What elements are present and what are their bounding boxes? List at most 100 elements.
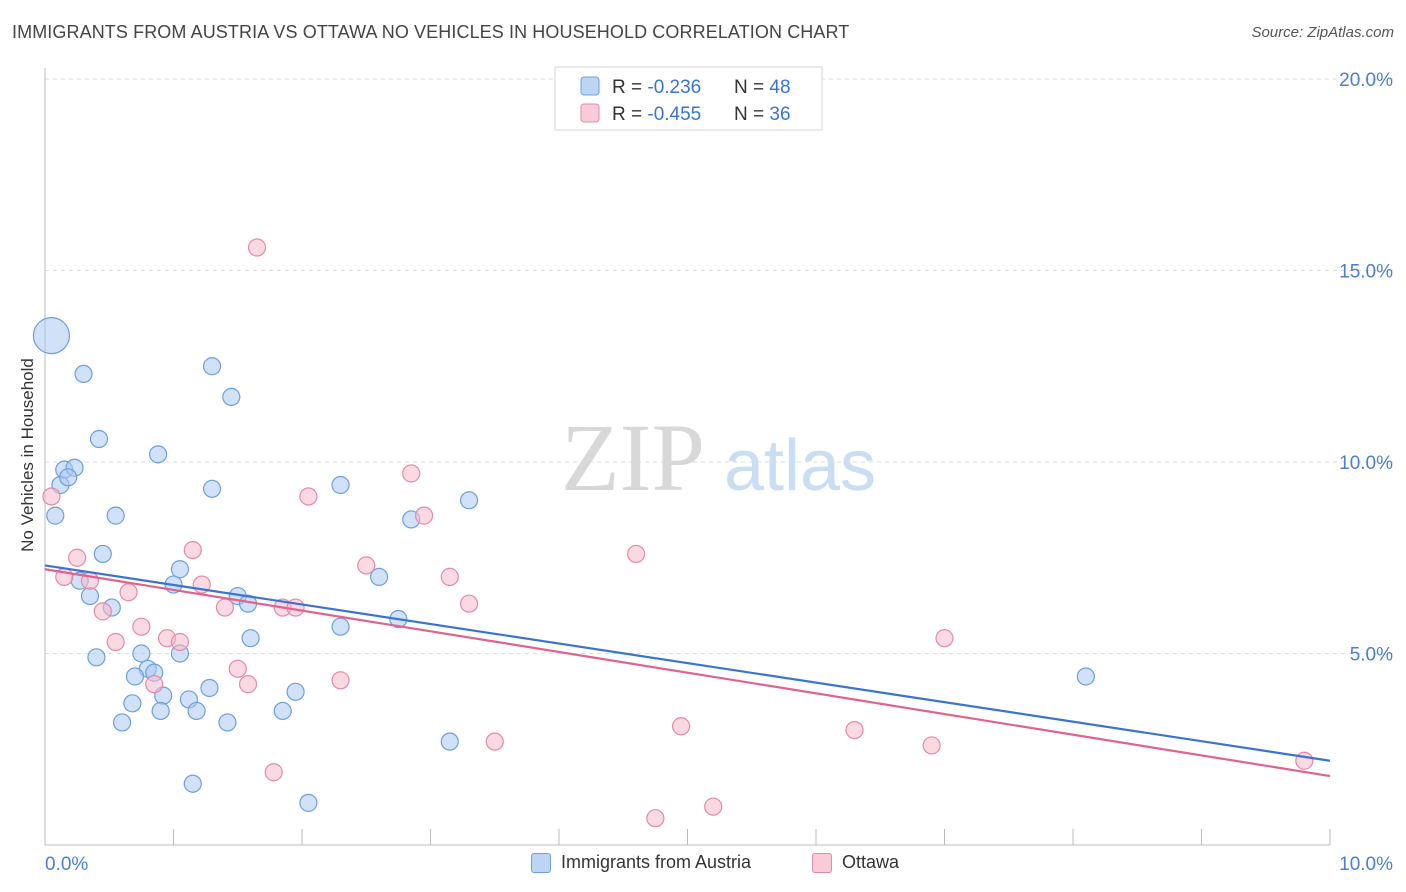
data-point-ottawa: [935, 629, 954, 648]
gridlines: [45, 78, 1395, 654]
legend-r-label: R =: [612, 77, 647, 98]
bottom-legend: Immigrants from Austria Ottawa: [0, 852, 1406, 876]
y-tick-label: 20.0%: [1339, 70, 1393, 91]
data-point-austria: [202, 479, 222, 498]
data-point-austria: [222, 387, 241, 406]
data-point-austria: [148, 445, 168, 464]
data-point-ottawa: [440, 567, 459, 587]
legend-item-austria: Immigrants from Austria: [531, 852, 751, 873]
data-point-ottawa: [331, 671, 350, 690]
trend-line-ottawa: [44, 568, 1331, 778]
y-tick-label: 5.0%: [1350, 645, 1393, 666]
data-point-ottawa: [299, 487, 318, 506]
data-point-ottawa: [459, 594, 479, 613]
data-point-austria: [187, 701, 206, 721]
svg-text:R = -0.236: R = -0.236: [612, 77, 701, 98]
legend-r-value: -0.236: [647, 77, 701, 98]
data-point-ottawa: [264, 763, 283, 782]
data-point-ottawa: [106, 632, 125, 652]
data-point-austria: [132, 644, 151, 663]
watermark-zip: ZIP: [561, 404, 705, 511]
tick-labels: 5.0% 10.0% 15.0% 20.0% 0.0% 10.0%: [45, 70, 1393, 875]
data-point-austria: [202, 357, 222, 376]
y-tick-label: 10.0%: [1339, 453, 1393, 474]
data-point-austria: [32, 317, 71, 355]
data-point-austria: [106, 506, 125, 525]
watermark-atlas: atlas: [724, 426, 876, 506]
data-point-ottawa: [228, 659, 247, 678]
chart-title: IMMIGRANTS FROM AUSTRIA VS OTTAWA NO VEH…: [12, 22, 850, 42]
legend-r-value: -0.455: [647, 104, 701, 125]
legend-swatch-blue: [580, 76, 600, 96]
watermark: ZIP atlas: [561, 404, 876, 511]
legend-n-value: 36: [769, 104, 790, 125]
data-point-ottawa: [704, 797, 723, 816]
data-point-austria: [74, 364, 93, 384]
data-point-austria: [440, 732, 459, 751]
data-point-austria: [125, 667, 145, 686]
source-credit: Source: ZipAtlas.com: [1251, 24, 1394, 41]
data-point-austria: [183, 774, 202, 793]
trend-line-austria: [44, 564, 1331, 762]
data-point-ottawa: [247, 238, 267, 257]
data-point-ottawa: [215, 598, 234, 617]
legend-swatch-pink: [580, 103, 600, 123]
data-point-austria: [59, 468, 78, 487]
series-ottawa: [42, 238, 1314, 828]
data-point-austria: [331, 617, 350, 636]
data-point-austria: [89, 429, 109, 449]
svg-text:N = 48: N = 48: [734, 77, 791, 98]
data-point-austria: [46, 506, 65, 525]
data-point-ottawa: [119, 583, 138, 602]
data-point-austria: [123, 694, 142, 713]
legend-label-austria: Immigrants from Austria: [561, 852, 752, 872]
data-point-ottawa: [845, 720, 864, 740]
legend-item-ottawa: Ottawa: [812, 852, 899, 873]
axes: [44, 68, 1331, 846]
y-tick-label: 15.0%: [1339, 262, 1393, 283]
svg-text:N = 36: N = 36: [734, 104, 791, 125]
data-point-ottawa: [93, 602, 112, 621]
data-point-ottawa: [414, 506, 434, 525]
data-point-ottawa: [183, 540, 202, 560]
data-point-austria: [331, 475, 350, 495]
data-point-austria: [273, 701, 292, 721]
data-point-austria: [1076, 667, 1095, 686]
data-point-austria: [218, 713, 237, 732]
x-tick-label: 0.0%: [45, 854, 88, 875]
data-point-austria: [299, 793, 318, 812]
trend-lines: [44, 564, 1331, 778]
svg-text:R = -0.455: R = -0.455: [612, 104, 701, 125]
data-point-austria: [286, 682, 305, 701]
data-point-austria: [370, 567, 389, 587]
data-point-ottawa: [626, 544, 646, 564]
data-point-austria: [459, 491, 479, 510]
data-point-ottawa: [357, 556, 376, 575]
data-point-ottawa: [485, 732, 504, 751]
x-tick-label: 10.0%: [1339, 854, 1393, 875]
data-point-ottawa: [145, 675, 164, 694]
data-point-ottawa: [170, 632, 190, 652]
legend-n-label: N =: [734, 104, 769, 125]
data-point-ottawa: [68, 548, 87, 567]
data-point-ottawa: [646, 809, 665, 828]
data-point-ottawa: [671, 717, 691, 736]
data-point-ottawa: [402, 464, 421, 483]
legend-r-label: R =: [612, 104, 647, 125]
legend-swatch-ottawa: [812, 852, 832, 873]
data-point-ottawa: [922, 736, 941, 755]
data-point-austria: [241, 629, 260, 648]
data-point-austria: [80, 586, 100, 606]
legend-box: R = -0.236 N = 48 R = -0.455 N = 36: [554, 66, 823, 131]
legend-swatch-austria: [531, 852, 551, 873]
data-point-austria: [200, 678, 219, 698]
data-point-austria: [170, 560, 190, 579]
data-point-austria: [87, 648, 106, 667]
legend-n-value: 48: [769, 77, 790, 98]
data-point-ottawa: [1295, 751, 1314, 770]
data-point-ottawa: [132, 617, 151, 636]
data-point-austria: [112, 713, 132, 732]
legend-label-ottawa: Ottawa: [842, 852, 900, 872]
legend-n-label: N =: [734, 77, 769, 98]
